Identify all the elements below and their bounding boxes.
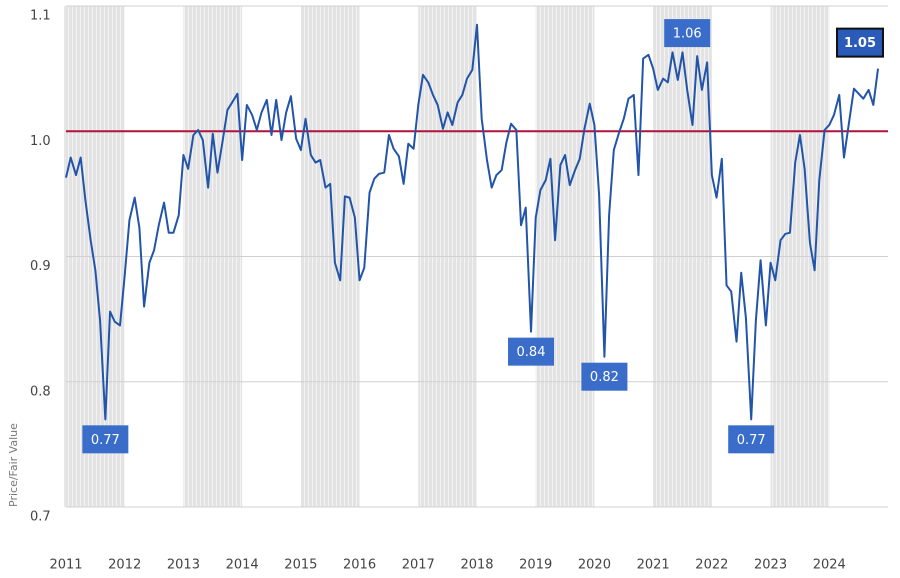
annotation-box [664, 19, 711, 48]
annotation: 1.06 [664, 19, 711, 48]
x-tick-label: 2011 [49, 558, 82, 573]
annotation-box [836, 27, 884, 58]
x-tick-label: 2016 [343, 558, 376, 573]
x-tick-label: 2021 [637, 558, 670, 573]
annotation-label: 0.84 [517, 345, 546, 360]
y-tick-label: 0.9 [30, 259, 51, 274]
annotation: 0.77 [82, 425, 129, 454]
x-tick-label: 2023 [754, 558, 787, 573]
y-tick-label: 1.1 [30, 9, 51, 24]
annotation-box [728, 425, 775, 454]
x-tick-label: 2013 [167, 558, 200, 573]
x-tick-label: 2020 [578, 558, 611, 573]
y-tick-label: 0.8 [30, 384, 51, 399]
x-tick-label: 2012 [108, 558, 141, 573]
annotation-label: 0.82 [590, 370, 619, 385]
x-tick-label: 2015 [284, 558, 317, 573]
series-line [65, 23, 880, 421]
annotation: 0.84 [508, 337, 555, 366]
annotation-label: 1.05 [844, 36, 876, 51]
x-tick-label: 2024 [813, 558, 846, 573]
annotation-label: 0.77 [91, 433, 120, 448]
annotation-box [508, 337, 555, 366]
annotation-box [581, 362, 628, 391]
y-tick-label: 0.7 [30, 510, 51, 525]
annotation: 0.77 [728, 425, 775, 454]
y-axis-label: Price/Fair Value [7, 423, 20, 507]
x-tick-label: 2014 [226, 558, 259, 573]
annotation-label: 1.06 [673, 27, 702, 42]
annotation: 0.82 [581, 362, 628, 391]
annotation-label: 0.77 [737, 433, 766, 448]
x-tick-label: 2019 [519, 558, 552, 573]
x-tick-label: 2017 [402, 558, 435, 573]
x-tick-label: 2022 [695, 558, 728, 573]
y-tick-label: 1.0 [30, 134, 51, 149]
x-tick-label: 2018 [460, 558, 493, 573]
annotation: 1.05 [836, 27, 884, 58]
annotation-box [82, 425, 129, 454]
